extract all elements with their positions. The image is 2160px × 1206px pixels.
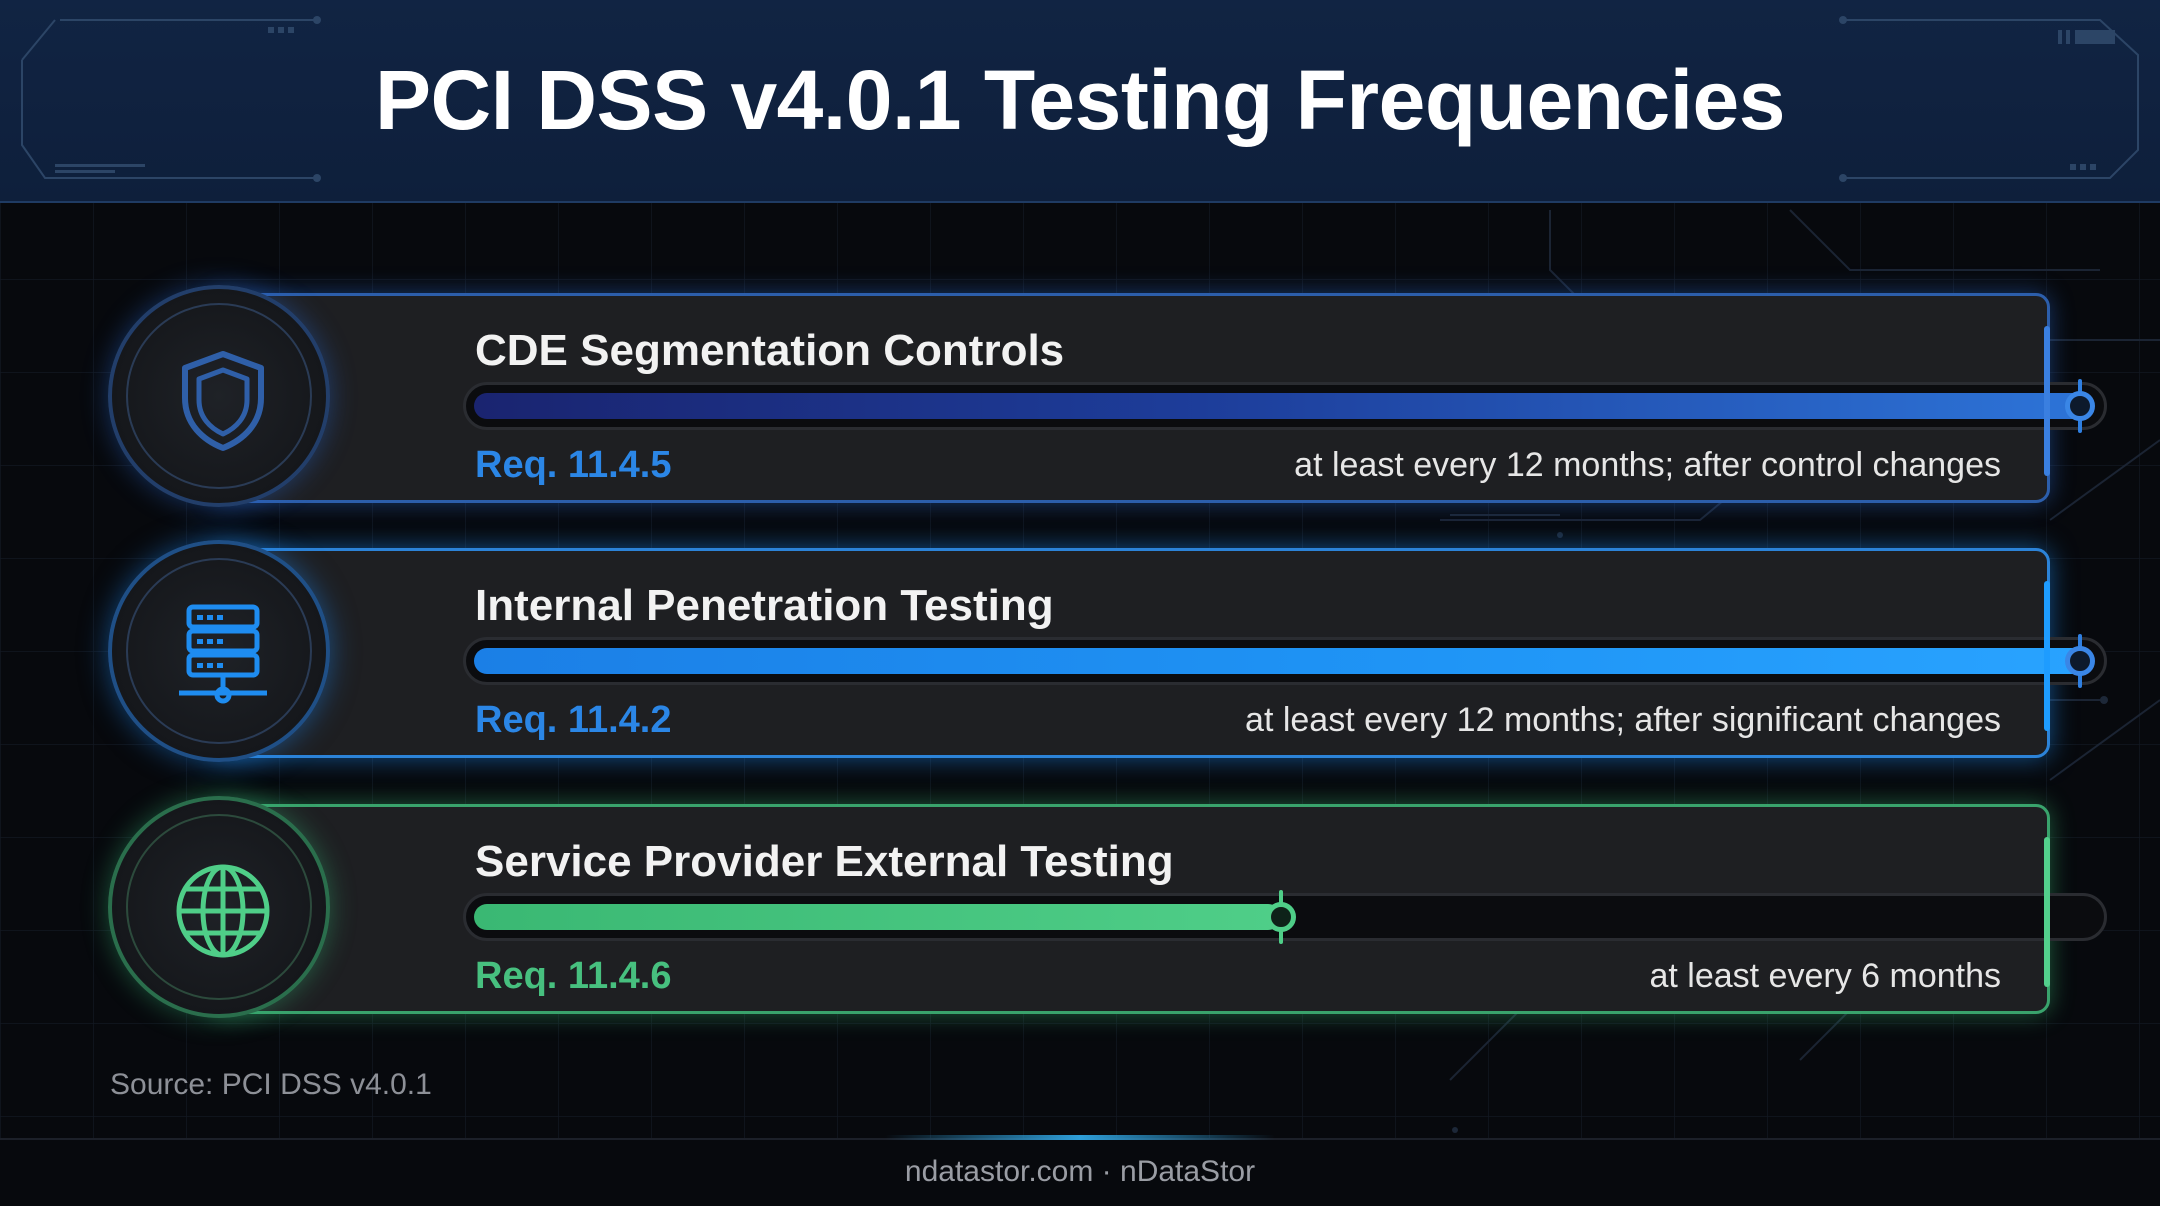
globe-icon: [176, 864, 270, 958]
frequency-bar-knob: [2065, 646, 2095, 676]
header-frame-decoration: [21, 16, 2139, 182]
icon-badge: [108, 796, 330, 1018]
card-panel: Internal Penetration Testing Req. 11.4.2…: [210, 548, 2107, 758]
frequency-bar: [463, 890, 2107, 944]
card-title: Internal Penetration Testing: [475, 581, 1054, 630]
frequency-bar-knob: [2065, 391, 2095, 421]
card-title: CDE Segmentation Controls: [475, 326, 1065, 375]
frequency-card-internal-pentest: Internal Penetration Testing Req. 11.4.2…: [108, 540, 2107, 762]
frequency-card-external-testing: Service Provider External Testing Req. 1…: [108, 796, 2107, 1018]
frequency-card-cde-segmentation: CDE Segmentation Controls Req. 11.4.5 at…: [108, 285, 2107, 507]
frequency-text: at least every 12 months; after signific…: [1245, 701, 2001, 739]
page-title: PCI DSS v4.0.1 Testing Frequencies: [375, 53, 1785, 147]
requirement-label: Req. 11.4.6: [475, 955, 672, 997]
source-note: Source: PCI DSS v4.0.1: [110, 1068, 432, 1101]
header: PCI DSS v4.0.1 Testing Frequencies: [0, 0, 2160, 203]
frequency-text: at least every 6 months: [1649, 957, 2001, 995]
frequency-bar-knob: [1266, 902, 1296, 932]
card-panel: Service Provider External Testing Req. 1…: [210, 804, 2107, 1014]
shield-icon: [182, 351, 264, 451]
frequency-bar: [463, 379, 2107, 433]
requirement-label: Req. 11.4.2: [475, 699, 672, 741]
frequency-bar-fill: [474, 393, 2088, 419]
server-network-icon: [179, 604, 267, 704]
requirement-label: Req. 11.4.5: [475, 444, 672, 486]
footer-glow: [885, 1135, 1275, 1140]
frequency-bar-fill: [474, 648, 2088, 674]
icon-badge: [108, 285, 330, 507]
card-title: Service Provider External Testing: [475, 837, 1174, 886]
icon-badge: [108, 540, 330, 762]
frequency-bar-fill: [474, 904, 1281, 930]
frequency-text: at least every 12 months; after control …: [1294, 446, 2001, 484]
card-panel: CDE Segmentation Controls Req. 11.4.5 at…: [210, 293, 2107, 503]
frequency-bar: [463, 634, 2107, 688]
footer-credit: ndatastor.com · nDataStor: [904, 1155, 1256, 1188]
